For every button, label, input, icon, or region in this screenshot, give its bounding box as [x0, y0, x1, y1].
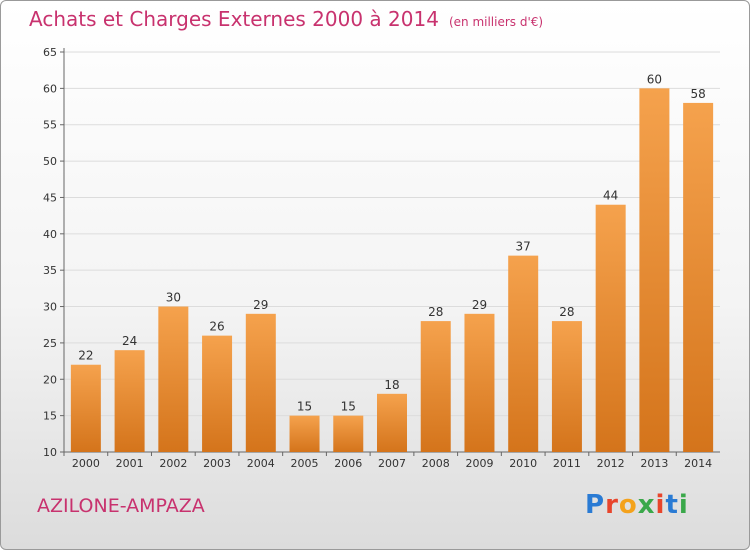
- bar-2001: [114, 350, 145, 452]
- bar-2013: [639, 88, 670, 452]
- value-label-2011: 28: [559, 305, 574, 319]
- x-tick-label-2005: 2005: [291, 457, 319, 470]
- bar-2002: [158, 306, 189, 452]
- x-tick-label-2000: 2000: [72, 457, 100, 470]
- y-tick-label-10: 10: [43, 446, 57, 459]
- y-tick-label-30: 30: [43, 301, 57, 314]
- y-tick-label-25: 25: [43, 337, 57, 350]
- value-label-2012: 44: [603, 189, 618, 203]
- value-label-2008: 28: [428, 305, 443, 319]
- x-tick-label-2012: 2012: [597, 457, 625, 470]
- x-tick-label-2003: 2003: [203, 457, 231, 470]
- bar-2003: [202, 335, 233, 452]
- bar-2009: [464, 313, 495, 452]
- bar-2010: [508, 255, 539, 452]
- y-tick-label-15: 15: [43, 410, 57, 423]
- logo-letter: o: [618, 490, 638, 520]
- logo-letter: i: [655, 490, 666, 520]
- y-tick-label-60: 60: [43, 82, 57, 95]
- x-tick-label-2007: 2007: [378, 457, 406, 470]
- logo-letter: i: [678, 490, 689, 520]
- bar-2005: [289, 415, 320, 452]
- x-tick-label-2006: 2006: [334, 457, 362, 470]
- labels: 10 15 20 25 30 35 40 45 50 55 60 65 22 2000 24 2001 30 20…: [43, 46, 712, 470]
- x-tick-label-2004: 2004: [247, 457, 275, 470]
- value-label-2003: 26: [209, 320, 224, 334]
- x-tick-label-2010: 2010: [509, 457, 537, 470]
- logo-letter: P: [585, 490, 606, 520]
- bar-2006: [333, 415, 364, 452]
- x-tick-label-2001: 2001: [116, 457, 144, 470]
- value-label-2005: 15: [297, 400, 312, 414]
- value-label-2013: 60: [647, 72, 662, 86]
- logo-letter: x: [637, 490, 656, 520]
- bar-2007: [377, 393, 407, 452]
- x-tick-label-2002: 2002: [159, 457, 187, 470]
- bar-2012: [595, 204, 626, 452]
- y-tick-label-45: 45: [43, 191, 57, 204]
- y-tick-label-40: 40: [43, 228, 57, 241]
- x-tick-label-2008: 2008: [422, 457, 450, 470]
- bar-2008: [420, 321, 451, 452]
- chart-subtitle: (en milliers d'€): [448, 15, 544, 29]
- x-tick-label-2013: 2013: [640, 457, 668, 470]
- value-label-2014: 58: [690, 87, 705, 101]
- value-label-2009: 29: [472, 298, 487, 312]
- logo-letter: r: [605, 490, 619, 520]
- bar-2011: [551, 321, 582, 452]
- value-label-2007: 18: [384, 378, 399, 392]
- value-label-2002: 30: [166, 291, 181, 305]
- bars: [70, 88, 714, 452]
- x-tick-label-2011: 2011: [553, 457, 581, 470]
- commune-name: AZILONE-AMPAZA: [37, 495, 205, 517]
- value-label-2004: 29: [253, 298, 268, 312]
- x-tick-label-2014: 2014: [684, 457, 712, 470]
- chart-title: Achats et Charges Externes 2000 à 2014 (e…: [29, 7, 544, 31]
- y-tick-label-35: 35: [43, 264, 57, 277]
- value-label-2010: 37: [516, 240, 531, 254]
- value-label-2006: 15: [341, 400, 356, 414]
- x-tick-label-2009: 2009: [465, 457, 493, 470]
- y-tick-label-20: 20: [43, 373, 57, 386]
- logo-letter: t: [665, 490, 679, 520]
- y-tick-label-50: 50: [43, 155, 57, 168]
- bar-2004: [245, 313, 276, 452]
- y-tick-label-55: 55: [43, 119, 57, 132]
- proxiti-logo: Proxiti: [585, 490, 689, 520]
- y-tick-label-65: 65: [43, 46, 57, 59]
- bar-2014: [683, 102, 714, 452]
- value-label-2001: 24: [122, 334, 137, 348]
- bar-2000: [70, 364, 101, 452]
- value-label-2000: 22: [78, 349, 93, 363]
